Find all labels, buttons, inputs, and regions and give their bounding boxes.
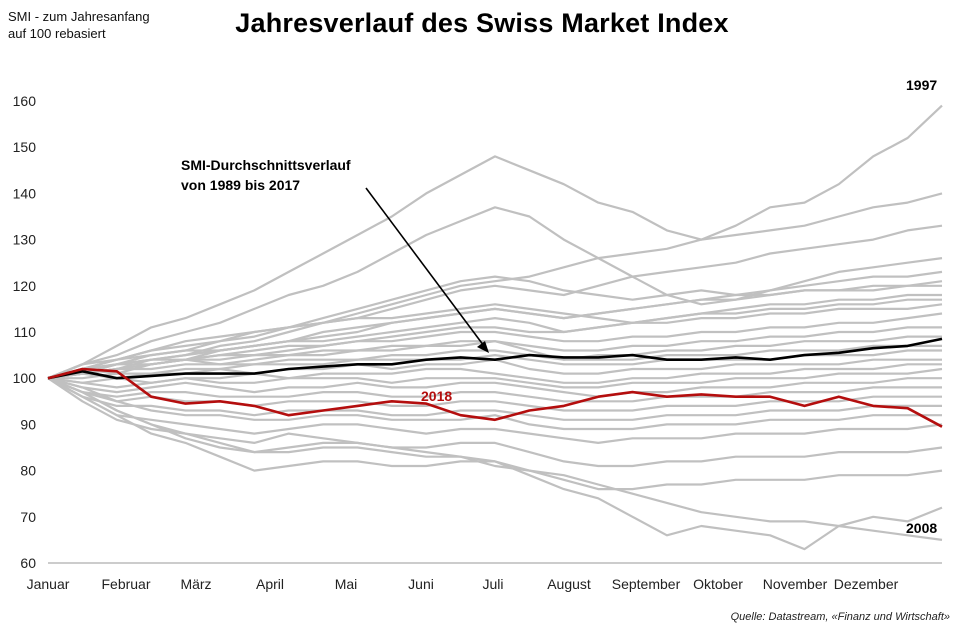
average-arrow-head bbox=[477, 341, 489, 353]
series-line-history bbox=[47, 377, 942, 431]
y-tick-label: 160 bbox=[13, 93, 37, 109]
y-axis-unit-note-line2: auf 100 rebasiert bbox=[8, 26, 106, 41]
x-tick-label: Juli bbox=[482, 576, 503, 592]
y-tick-label: 110 bbox=[14, 324, 37, 340]
series-line-history bbox=[47, 367, 943, 389]
y-tick-label: 140 bbox=[13, 185, 37, 201]
series-line-average bbox=[47, 337, 943, 380]
series-line-history bbox=[47, 104, 943, 380]
y-tick-label: 150 bbox=[13, 139, 37, 155]
series-line-history bbox=[47, 335, 942, 380]
x-tick-label: Juni bbox=[408, 576, 434, 592]
series-line-history bbox=[47, 270, 943, 380]
y-tick-label: 90 bbox=[20, 416, 36, 432]
x-tick-label: März bbox=[180, 576, 211, 592]
y-tick-label: 60 bbox=[20, 555, 36, 571]
series-line-history bbox=[47, 377, 942, 412]
series-line-history bbox=[47, 298, 942, 380]
y-tick-label: 130 bbox=[13, 232, 37, 248]
average-label-line2: von 1989 bis 2017 bbox=[181, 177, 300, 193]
source-note: Quelle: Datastream, «Finanz und Wirtscha… bbox=[730, 611, 950, 623]
x-tick-label: Dezember bbox=[834, 576, 899, 592]
series-line-2018 bbox=[47, 367, 943, 428]
x-tick-label: Februar bbox=[101, 576, 150, 592]
series-line-history bbox=[47, 377, 943, 444]
y-axis-unit-note-line1: SMI - zum Jahresanfang bbox=[8, 9, 150, 24]
x-tick-label: April bbox=[256, 576, 284, 592]
y-axis-unit-note: SMI - zum Jahresanfang auf 100 rebasiert bbox=[8, 8, 150, 42]
y-tick-label: 120 bbox=[13, 278, 37, 294]
series-line-history bbox=[47, 344, 942, 380]
series-line-history bbox=[47, 377, 943, 551]
series-line-history bbox=[47, 312, 943, 380]
y-tick-label: 100 bbox=[13, 370, 37, 386]
x-tick-label: Oktober bbox=[693, 576, 743, 592]
series-line-history bbox=[47, 206, 943, 380]
series-line-history bbox=[47, 326, 942, 380]
x-tick-label: Mai bbox=[335, 576, 358, 592]
label-2008: 2008 bbox=[906, 520, 937, 536]
x-tick-label: August bbox=[547, 576, 591, 592]
series-line-history bbox=[47, 377, 943, 468]
y-tick-label: 80 bbox=[20, 463, 36, 479]
series-line-history bbox=[47, 377, 942, 403]
series-line-history bbox=[47, 377, 942, 398]
y-tick-label: 70 bbox=[20, 509, 36, 525]
series-line-history bbox=[47, 284, 942, 380]
series-line-history bbox=[47, 377, 942, 421]
label-1997: 1997 bbox=[906, 77, 937, 93]
x-tick-label: September bbox=[612, 576, 681, 592]
chart-title: Jahresverlauf des Swiss Market Index bbox=[235, 8, 729, 38]
series-line-history bbox=[47, 293, 942, 380]
series-line-history bbox=[47, 192, 943, 380]
label-2018: 2018 bbox=[421, 388, 452, 404]
series-line-history bbox=[47, 377, 943, 541]
series-line-history bbox=[47, 363, 942, 384]
average-label-line1: SMI-Durchschnittsverlauf bbox=[181, 157, 351, 173]
x-tick-label: November bbox=[763, 576, 828, 592]
series-line-history bbox=[47, 224, 943, 380]
x-tick-label: Januar bbox=[27, 576, 70, 592]
average-arrow-line bbox=[365, 187, 485, 347]
